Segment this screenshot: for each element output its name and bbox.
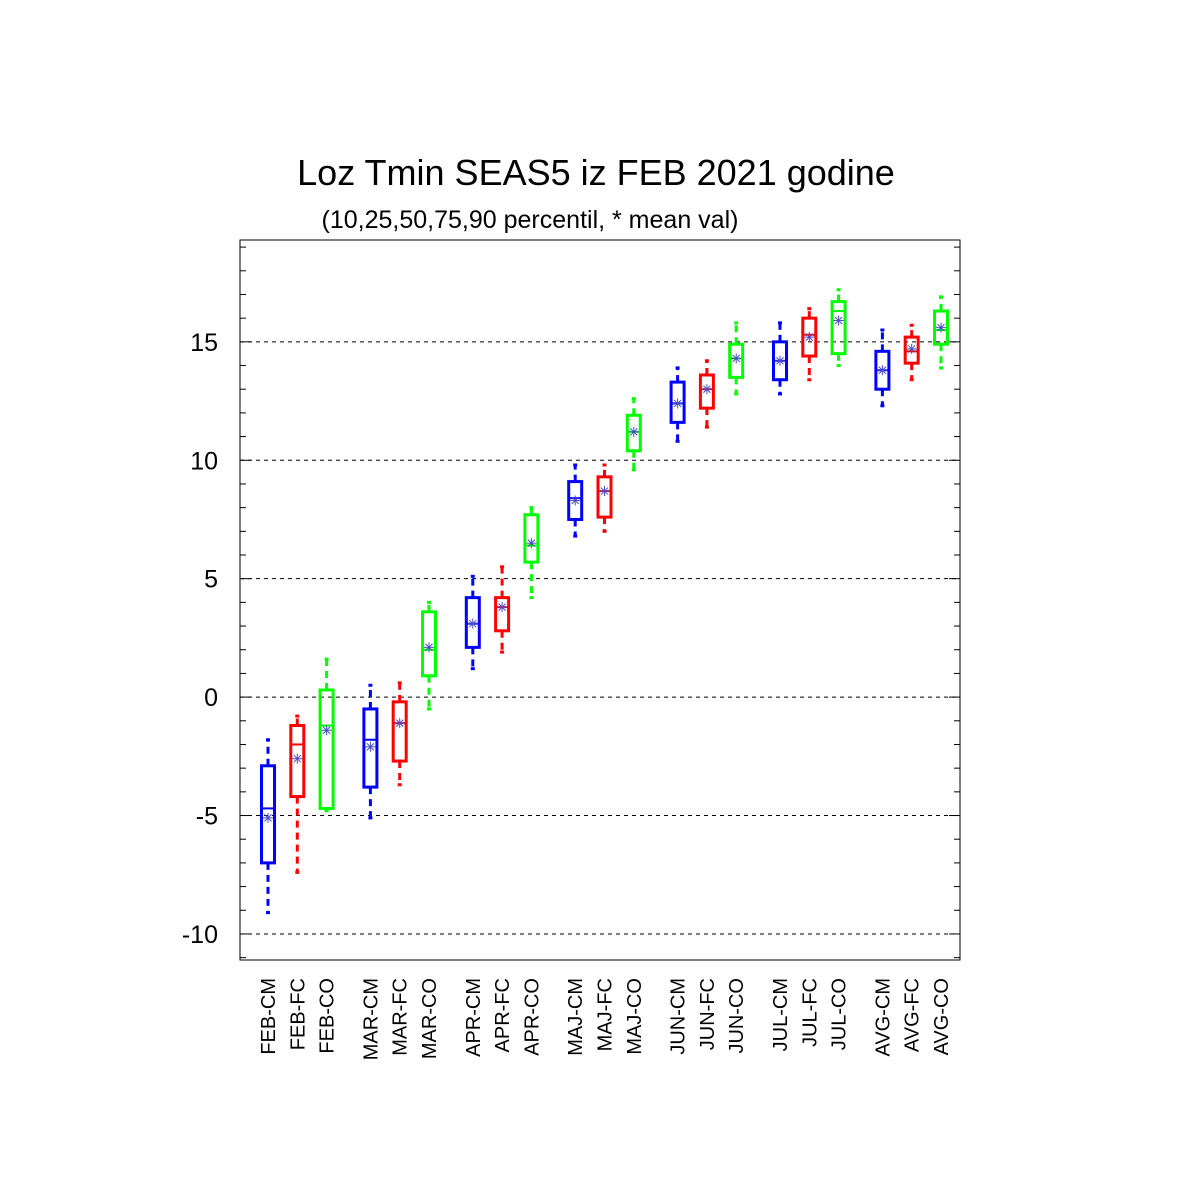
x-axis-labels: FEB-CM FEB-FC FEB-CO MAR-CM MAR-FC MAR-CO APR-… (258, 978, 953, 1060)
y-tick-label: -5 (196, 803, 218, 831)
mean-marker (263, 812, 273, 823)
mean-marker (497, 602, 508, 613)
x-tick-label: APR-FC (492, 978, 514, 1052)
box-maj-cm (567, 463, 584, 538)
mean-marker (599, 486, 610, 497)
box-feb-fc (289, 714, 306, 874)
x-tick-label: FEB-FC (287, 978, 309, 1050)
plot-frame (239, 239, 961, 961)
box-jul-co (830, 288, 847, 368)
mean-marker (321, 725, 332, 736)
box-apr-cm (464, 574, 481, 671)
mean-marker (877, 365, 888, 376)
mean-marker (701, 384, 712, 395)
box-jul-fc (801, 307, 818, 382)
box-maj-fc (596, 463, 613, 533)
x-tick-label: APR-CM (463, 978, 485, 1057)
box-apr-fc (494, 565, 511, 654)
iqr-box (391, 700, 408, 763)
x-tick-label: MAR-FC (390, 978, 412, 1056)
iqr-box (728, 342, 745, 379)
box-jun-cm (669, 366, 686, 443)
box-avg-fc (903, 323, 920, 382)
mean-marker (292, 753, 303, 764)
chart-title: Loz Tmin SEAS5 iz FEB 2021 godine (297, 152, 895, 193)
box-jul-cm (772, 321, 788, 396)
y-tick-label: 15 (190, 329, 218, 357)
iqr-box (523, 513, 540, 564)
y-tick-label: 10 (190, 447, 218, 475)
mean-marker (394, 718, 405, 729)
box-series (260, 288, 949, 915)
box-feb-co (318, 657, 335, 813)
iqr-box (933, 309, 949, 346)
x-tick-label: FEB-CM (258, 978, 280, 1055)
iqr-box (464, 596, 481, 649)
x-tick-label: MAR-CO (419, 978, 441, 1059)
mean-marker (467, 618, 478, 629)
box-mar-cm (362, 683, 379, 820)
iqr-box (567, 480, 584, 521)
y-tick-label: 5 (204, 566, 218, 594)
box-apr-co (523, 506, 540, 600)
x-tick-label: FEB-CO (317, 978, 339, 1054)
mean-marker (570, 495, 581, 506)
iqr-box (494, 596, 511, 633)
grid-lines (240, 341, 960, 935)
mean-marker (936, 322, 946, 333)
chart-subtitle: (10,25,50,75,90 percentil, * mean val) (322, 206, 739, 234)
iqr-box (903, 335, 920, 365)
box-jun-co (728, 321, 745, 396)
mean-marker (804, 332, 815, 343)
mean-marker (833, 315, 844, 326)
iqr-box (801, 316, 818, 358)
box-avg-cm (874, 328, 891, 408)
x-tick-label: MAJ-CM (565, 978, 587, 1056)
mean-marker (526, 538, 537, 549)
y-tick-label: 0 (204, 684, 218, 712)
mean-marker (906, 343, 917, 354)
box-mar-co (421, 600, 437, 711)
x-tick-label: JUL-FC (799, 978, 821, 1047)
x-tick-label: MAJ-FC (595, 978, 617, 1051)
iqr-box (669, 380, 686, 424)
x-tick-label: MAR-CM (360, 978, 382, 1060)
x-tick-label: JUN-FC (697, 978, 719, 1050)
mean-marker (672, 398, 683, 409)
y-axis: -10 -5 0 5 10 15 (182, 246, 960, 959)
x-tick-label: JUL-CO (829, 978, 851, 1050)
x-tick-label: APR-CO (521, 978, 543, 1056)
x-tick-label: JUN-CO (726, 978, 748, 1054)
iqr-box (698, 373, 715, 410)
iqr-box (830, 300, 847, 356)
x-tick-label: AVG-CM (872, 978, 894, 1057)
x-tick-label: JUN-CM (668, 978, 690, 1055)
x-tick-label: AVG-CO (931, 978, 953, 1055)
iqr-box (362, 707, 379, 789)
mean-marker (775, 355, 785, 366)
box-mar-fc (391, 681, 408, 787)
x-tick-label: MAJ-CO (624, 978, 646, 1055)
iqr-box (596, 475, 613, 519)
mean-marker (424, 642, 434, 653)
mean-marker (731, 353, 742, 364)
mean-marker (365, 741, 376, 752)
x-tick-label: AVG-FC (902, 978, 924, 1052)
mean-marker (628, 426, 639, 437)
box-jun-fc (698, 359, 715, 429)
box-maj-co (625, 397, 642, 472)
iqr-box (289, 724, 306, 799)
box-feb-cm (260, 738, 276, 915)
box-avg-co (933, 295, 949, 370)
x-tick-label: JUL-CM (770, 978, 792, 1051)
iqr-box (421, 610, 437, 678)
iqr-box (625, 413, 642, 453)
iqr-box (260, 764, 276, 865)
iqr-box (318, 688, 335, 810)
y-tick-label: -10 (182, 921, 218, 949)
